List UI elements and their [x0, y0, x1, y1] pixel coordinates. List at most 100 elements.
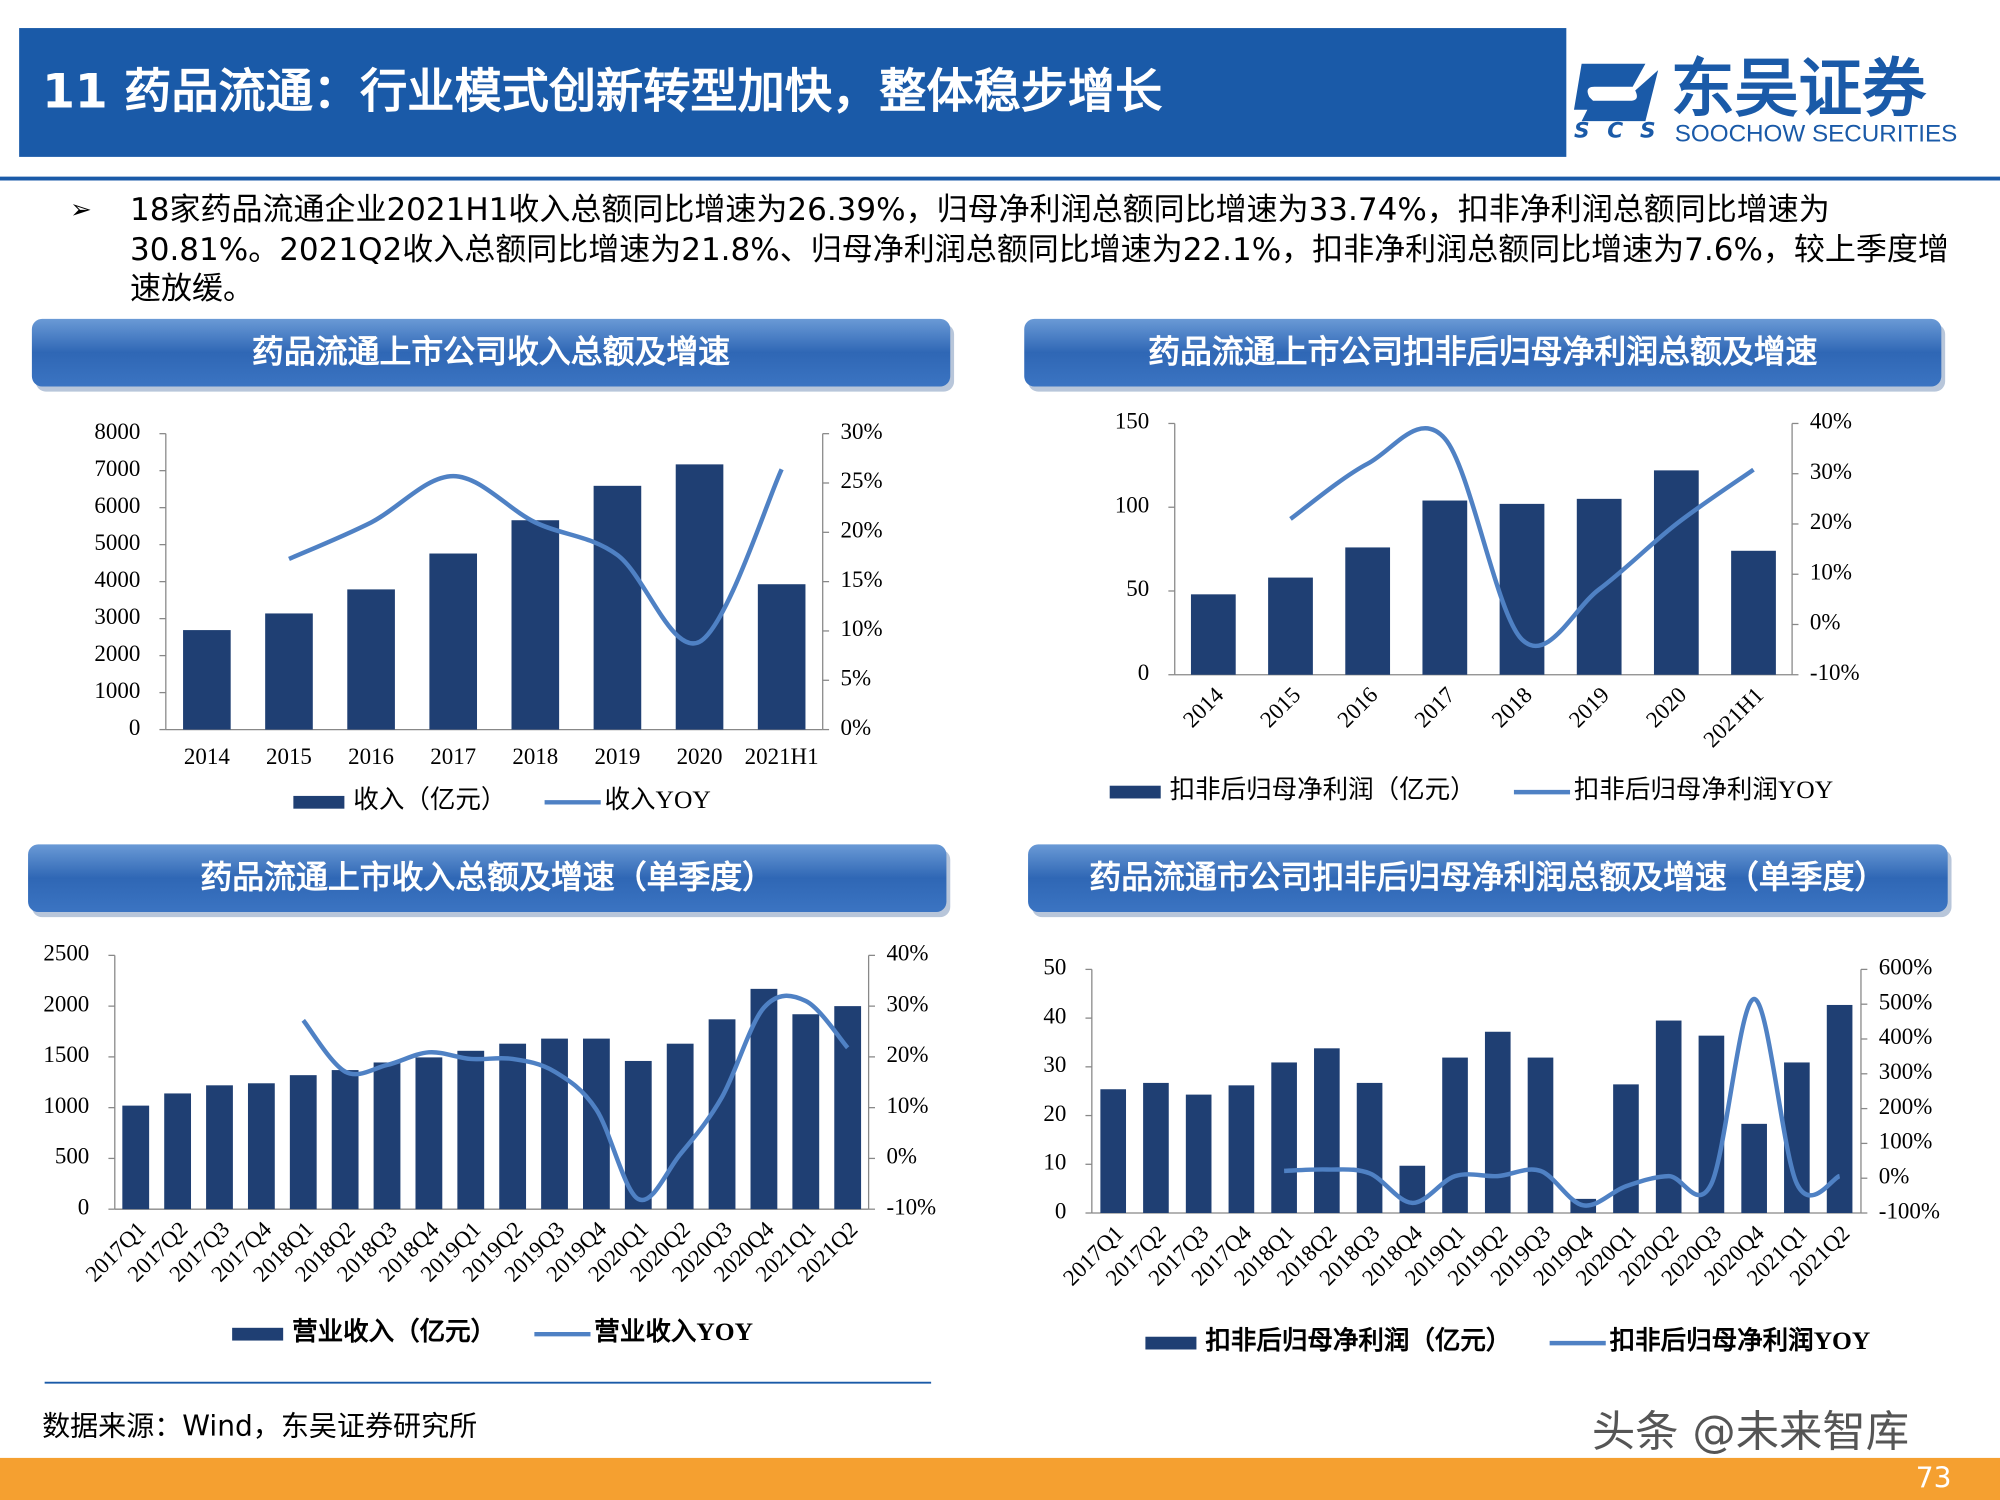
panel-header	[1024, 318, 1942, 387]
bar	[457, 1050, 485, 1210]
page-number: 73	[1916, 1462, 1952, 1495]
y2-tick-label: 0%	[886, 1144, 917, 1169]
y-tick-label: 100	[1115, 492, 1149, 517]
bar	[1653, 470, 1699, 675]
bar	[247, 1083, 275, 1210]
y2-tick-label: 600%	[1879, 955, 1933, 980]
bar	[331, 1070, 359, 1210]
bar	[1422, 500, 1468, 675]
bar	[1268, 577, 1313, 675]
logo-abbr: SCS	[1574, 118, 1656, 143]
chart-title: 药品流通上市收入总额及增速（单季度）	[200, 858, 774, 896]
bar	[792, 1014, 820, 1210]
y-tick-label: 2500	[43, 941, 89, 966]
logo-icon	[1573, 63, 1659, 122]
y-tick-label: 2000	[43, 991, 89, 1016]
y2-tick-label: 20%	[886, 1042, 928, 1067]
x-tick-label: 2018	[1487, 682, 1537, 732]
logo-english: SOOCHOW SECURITIES	[1675, 121, 1958, 148]
legend-label: 扣非后归母净利润YOY	[1610, 1326, 1871, 1355]
watermark: 头条 @未来智库	[1592, 1407, 1909, 1457]
bar	[511, 520, 560, 730]
y2-tick-label: 40%	[1810, 409, 1852, 434]
bar	[1655, 1020, 1682, 1214]
bar	[675, 464, 724, 730]
y-tick-label: 3000	[94, 604, 140, 629]
y-tick-label: 4000	[94, 567, 140, 592]
bullet-text: 18家药品流通企业2021H1收入总额同比增速为26.39%，归母净利润总额同比…	[130, 192, 1949, 307]
y-tick-label: 30	[1043, 1052, 1066, 1077]
line	[1289, 426, 1755, 649]
legend-label: 扣非后归母净利润（亿元）	[1170, 775, 1476, 804]
bar	[1228, 1085, 1255, 1214]
bar	[1271, 1062, 1297, 1214]
panel-header	[1028, 844, 1948, 912]
source: 数据来源：Wind，东吴证券研究所	[42, 1409, 477, 1442]
bar	[1143, 1082, 1169, 1214]
y-tick-label: 150	[1115, 409, 1149, 434]
legend-label: 营业收入YOY	[594, 1317, 753, 1346]
y-tick-label: 8000	[94, 419, 140, 444]
panel-header	[28, 844, 947, 912]
bar	[265, 613, 313, 730]
x-tick-label: 2015	[1255, 682, 1305, 732]
y2-tick-label: 20%	[1810, 509, 1852, 534]
bar	[499, 1043, 527, 1210]
bar	[1314, 1048, 1340, 1214]
y-tick-label: 20	[1043, 1101, 1066, 1126]
footer-bar	[0, 1457, 2000, 1500]
x-tick-label: 2020	[1641, 682, 1691, 732]
bar	[1784, 1062, 1810, 1214]
y-tick-label: 6000	[94, 493, 140, 518]
x-tick-label: 2014	[184, 744, 230, 769]
bar	[1484, 1031, 1511, 1214]
bar	[1527, 1057, 1554, 1214]
bar	[1613, 1084, 1639, 1214]
x-tick-label: 2019	[594, 744, 640, 769]
x-tick-label: 2016	[1332, 682, 1382, 732]
bar	[347, 589, 395, 730]
legend-label: 收入YOY	[605, 785, 711, 814]
y2-tick-label: -10%	[886, 1194, 936, 1219]
header-bar	[19, 28, 1567, 157]
bar	[1345, 547, 1391, 675]
legend-swatch	[1109, 785, 1161, 799]
y2-tick-label: 15%	[841, 567, 883, 592]
bar	[541, 1038, 568, 1210]
y2-tick-label: 0%	[841, 715, 872, 740]
y-tick-label: 0	[1055, 1198, 1066, 1223]
bar	[415, 1057, 443, 1210]
bar	[757, 584, 806, 730]
bar	[834, 1006, 862, 1210]
y2-tick-label: 40%	[886, 941, 928, 966]
y-tick-label: 500	[55, 1144, 89, 1169]
line	[1284, 996, 1841, 1208]
bar	[1356, 1082, 1383, 1214]
y2-tick-label: 30%	[1810, 459, 1852, 484]
bar	[289, 1075, 317, 1210]
logo-name: 东吴证券	[1671, 53, 1927, 127]
y2-tick-label: 5%	[841, 666, 872, 691]
y2-tick-label: 30%	[841, 419, 883, 444]
bar	[183, 630, 231, 730]
y-tick-label: 0	[129, 715, 140, 740]
x-tick-label: 2020	[677, 744, 723, 769]
y-tick-label: 10	[1043, 1150, 1066, 1175]
y2-tick-label: 10%	[886, 1093, 928, 1118]
x-tick-label: 2016	[348, 744, 394, 769]
y-tick-label: 1000	[43, 1093, 89, 1118]
y2-tick-label: 400%	[1879, 1024, 1933, 1049]
chart-title: 药品流通上市公司收入总额及增速	[252, 332, 730, 370]
y2-tick-label: 200%	[1879, 1094, 1933, 1119]
bar	[122, 1105, 150, 1210]
x-tick-label: 2021H1	[1698, 682, 1768, 752]
bar	[1442, 1057, 1468, 1214]
y-tick-label: 0	[1138, 660, 1149, 685]
line	[301, 993, 850, 1203]
y2-tick-label: -100%	[1879, 1198, 1940, 1223]
x-tick-label: 2017	[1410, 682, 1460, 732]
bullet-marker: ➢	[70, 195, 92, 225]
y-tick-label: 0	[78, 1194, 89, 1219]
bar	[1185, 1094, 1212, 1214]
